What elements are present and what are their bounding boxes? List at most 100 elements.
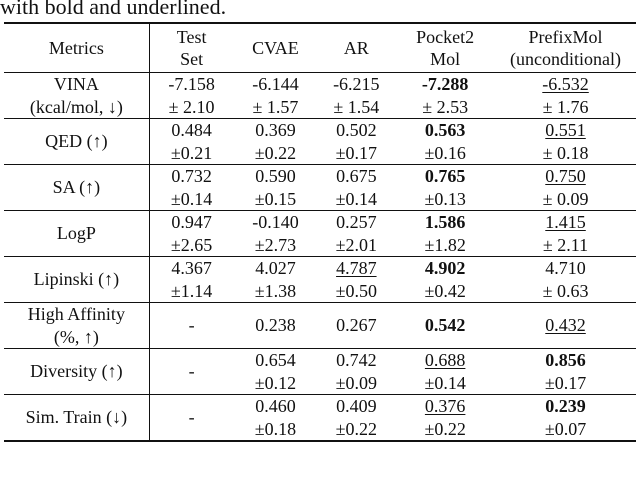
metric-name: Diversity (↑)	[4, 348, 150, 395]
cell-value: 0.947	[171, 212, 212, 232]
cell-cvae-std: ±0.15	[233, 187, 318, 211]
cell-std: ±1.38	[254, 280, 297, 301]
cell-std: ±2.65	[170, 234, 213, 255]
cell-value: 0.257	[336, 212, 377, 232]
metric-name: SA (↑)	[4, 164, 150, 211]
cell-value: 0.369	[255, 120, 296, 140]
metric-name: QED (↑)	[4, 118, 150, 165]
cell-ar-std: ± 1.54	[317, 95, 396, 119]
cell-test-set-mean: 4.367	[149, 257, 233, 280]
header-prefixmol-line2: (unconditional)	[510, 49, 622, 69]
table-row: High Affinity (%, ↑) - 0.238 0.267 0.542 0.432	[4, 302, 636, 349]
header-pocket2mol: Pocket2 Mol	[395, 23, 496, 73]
table-row-std: ±0.18 ±0.22 ±0.22 ±0.07	[4, 418, 636, 442]
table-row-std: ±0.14 ±0.15 ±0.14 ±0.13 ± 0.09	[4, 187, 636, 211]
table-row-std: ±2.65 ±2.73 ±2.01 ±1.82 ± 2.11	[4, 233, 636, 257]
cell-value: 0.654	[255, 350, 296, 370]
cell-value: 0.484	[171, 120, 212, 140]
cell-std: ± 0.18	[542, 142, 589, 163]
cell-std: ±0.14	[424, 372, 466, 393]
cell-std: ± 0.63	[542, 280, 589, 301]
results-body: VINA (kcal/mol, ↓) -7.158 -6.144 -6.215 -7.28…	[4, 72, 636, 442]
metric-name-line: Lipinski (↑)	[33, 269, 120, 290]
cell-std: ± 0.09	[542, 188, 589, 209]
cell-ar-std: ±0.14	[317, 187, 396, 211]
cell-std: ± 1.57	[252, 96, 299, 117]
caption-fragment: with bold and underlined.	[0, 0, 227, 19]
cell-cvae-std: ±0.22	[233, 141, 318, 165]
metric-name-line: SA (↑)	[52, 177, 101, 198]
cell-std: ± 2.10	[168, 96, 215, 117]
cell-prefixmol-std: ± 2.11	[495, 233, 636, 257]
cell-ar-std: ±0.50	[317, 279, 396, 303]
cell-cvae-mean: 4.027	[234, 257, 318, 280]
cell-prefixmol-std: ± 0.63	[495, 279, 636, 303]
cell-std: ±1.14	[170, 280, 213, 301]
header-test-set: Test Set	[149, 23, 234, 73]
cell-test-set-mean: -7.158	[149, 73, 233, 96]
cell-std: ±0.22	[335, 418, 378, 439]
cell-cvae-mean: -0.140	[234, 211, 318, 234]
cell-ar-std: ±0.09	[317, 371, 396, 395]
cell-pocket2mol-std: ±0.42	[395, 279, 496, 303]
cell-value: 0.742	[336, 350, 377, 370]
metric-name-line: Diversity (↑)	[30, 361, 123, 382]
cell-cvae-std: ± 1.57	[233, 95, 318, 119]
cell-std: ±0.42	[424, 280, 466, 301]
cell-test-set: -	[149, 348, 234, 395]
cell-value: 0.267	[336, 315, 377, 336]
cell-value: -7.158	[168, 74, 215, 94]
cell-std: ±0.18	[254, 418, 297, 439]
cell-value: 0.688	[424, 350, 466, 370]
cell-std: ± 1.54	[333, 96, 380, 117]
cell-prefixmol-mean: 1.415	[495, 211, 636, 234]
cell-value: 0.675	[336, 166, 377, 186]
cell-pocket2mol-mean: 0.688	[395, 349, 495, 372]
cell-pocket2mol-std: ± 2.53	[395, 95, 496, 119]
cell-test-set-std: ±2.65	[149, 233, 234, 257]
metric-name: Lipinski (↑)	[4, 256, 150, 303]
cell-std: ±0.12	[254, 372, 297, 393]
cell-value: 0.502	[336, 120, 377, 140]
cell-cvae-mean: 0.654	[234, 349, 318, 372]
cell-std: ±0.07	[544, 418, 587, 439]
cell-value: -	[188, 315, 195, 336]
cell-test-set-mean: 0.484	[149, 119, 233, 142]
cell-value: 0.432	[545, 315, 586, 336]
cell-std: ±0.15	[254, 188, 297, 209]
cell-std: ±0.22	[424, 418, 466, 439]
table-row: Diversity (↑) - 0.654 0.742 0.688 0.856	[4, 348, 636, 395]
metric-name-line: (kcal/mol, ↓)	[29, 96, 123, 117]
cell-cvae-mean: 0.590	[234, 165, 318, 188]
cell-prefixmol-mean: 4.710	[495, 257, 636, 280]
cell-value: -6.144	[252, 74, 299, 94]
cell-std: ±0.13	[424, 188, 466, 209]
cell-value: -6.532	[542, 74, 589, 94]
cell-prefixmol-std: ± 1.76	[495, 95, 636, 119]
cell-std: ±0.50	[335, 280, 378, 301]
header-pocket2mol-line1: Pocket2	[416, 27, 475, 47]
cell-pocket2mol-mean: 1.586	[395, 211, 495, 234]
cell-test-set-mean: 0.947	[149, 211, 233, 234]
cell-value: 0.551	[545, 120, 586, 140]
metric-name-line: High Affinity	[27, 304, 125, 324]
cell-test-set-std: ±0.21	[149, 141, 234, 165]
cell-value: 4.367	[171, 258, 212, 278]
cell-value: 4.710	[545, 258, 586, 278]
cell-std: ±2.01	[335, 234, 378, 255]
metric-name-line: VINA	[53, 74, 99, 94]
cell-prefixmol-mean: 0.856	[495, 349, 636, 372]
metric-name-line: (%, ↑)	[53, 326, 99, 347]
cell-ar-mean: 0.409	[317, 395, 395, 418]
cell-std: ± 1.76	[542, 96, 589, 117]
cell-cvae-mean: -6.144	[234, 73, 318, 96]
cell-std: ± 2.53	[422, 96, 469, 117]
cell-value: -6.215	[333, 74, 380, 94]
cell-value: 0.765	[424, 166, 466, 186]
metric-name: Sim. Train (↓)	[4, 394, 150, 442]
cell-test-set-std: ±1.14	[149, 279, 234, 303]
results-table: Metrics Test Set CVAE AR Pocket2 Mol Pre…	[4, 22, 636, 442]
header-prefixmol: PrefixMol (unconditional)	[495, 23, 636, 73]
cell-value: 0.750	[545, 166, 586, 186]
cell-std: ±0.17	[335, 142, 378, 163]
